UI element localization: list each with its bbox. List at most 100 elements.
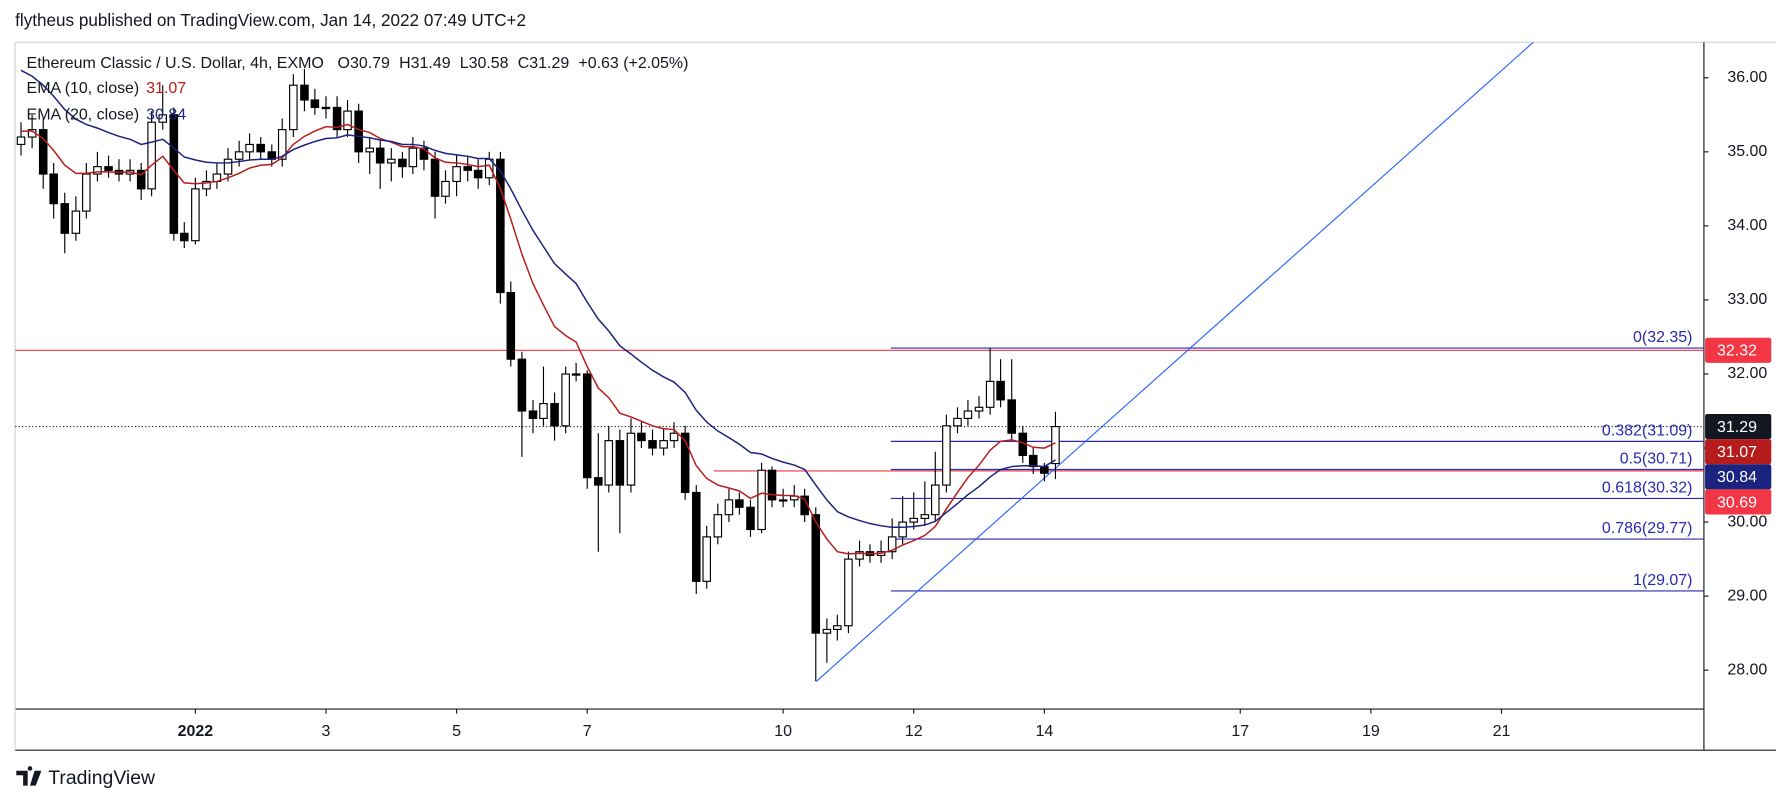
publish-header: flytheus published on TradingView.com, J… bbox=[15, 11, 526, 30]
candle-body bbox=[256, 143, 265, 153]
fib-label: 0.786(29.77) bbox=[1602, 520, 1693, 537]
candle-body bbox=[332, 106, 342, 131]
price-tag bbox=[1705, 464, 1772, 490]
candle-body bbox=[822, 628, 832, 634]
candle-body bbox=[942, 425, 951, 486]
candle-body bbox=[833, 625, 842, 631]
candle-body bbox=[1040, 465, 1049, 474]
candle-body bbox=[746, 506, 755, 531]
x-tick-label: 14 bbox=[1035, 723, 1053, 740]
candle-body bbox=[626, 432, 636, 486]
y-tick-label: 33.00 bbox=[1727, 291, 1767, 308]
symbol-name: Ethereum Classic / U.S. Dollar, 4h, EXMO bbox=[27, 55, 324, 72]
candle-body bbox=[594, 477, 603, 486]
candle-body bbox=[321, 106, 331, 110]
fib-label: 0(32.35) bbox=[1633, 329, 1692, 346]
candle-body bbox=[245, 143, 254, 153]
price-tag bbox=[1705, 489, 1772, 515]
candle-body bbox=[408, 147, 418, 168]
x-tick-label: 7 bbox=[583, 723, 592, 740]
candle-body bbox=[931, 484, 940, 516]
candle-body bbox=[473, 169, 483, 179]
candle-body bbox=[974, 406, 984, 412]
candle-body bbox=[354, 110, 363, 153]
candle-body bbox=[735, 499, 744, 508]
candle-body bbox=[963, 410, 973, 419]
candle-body bbox=[539, 403, 548, 419]
candle-body bbox=[506, 291, 516, 360]
y-tick-label: 35.00 bbox=[1727, 143, 1767, 160]
candle-body bbox=[659, 440, 668, 449]
y-tick-label: 32.00 bbox=[1727, 365, 1767, 382]
candle-body bbox=[223, 158, 233, 175]
candle-body bbox=[375, 147, 385, 164]
price-tag-label: 31.29 bbox=[1717, 419, 1757, 436]
price-tag-label: 30.69 bbox=[1717, 494, 1757, 511]
change-value: +0.63 (+2.05%) bbox=[578, 55, 688, 72]
legend-title: Ethereum Classic / U.S. Dollar, 4h, EXMO… bbox=[27, 55, 689, 72]
legend-value: 31.07 bbox=[146, 80, 186, 97]
candle-body bbox=[179, 232, 189, 242]
candle-body bbox=[419, 147, 429, 160]
candle-body bbox=[441, 180, 450, 197]
ohlc-value: 30.79 bbox=[350, 55, 390, 72]
candle-body bbox=[104, 166, 113, 171]
legend-name: EMA (10, close) bbox=[27, 80, 140, 97]
fib-label: 0.5(30.71) bbox=[1620, 450, 1693, 467]
y-tick-label: 29.00 bbox=[1727, 587, 1767, 604]
ohlc-letter: O bbox=[338, 55, 350, 72]
candle-body bbox=[811, 514, 821, 634]
candle-body bbox=[16, 136, 26, 146]
x-tick-label: 21 bbox=[1493, 723, 1511, 740]
legend-name: EMA (20, close) bbox=[27, 107, 140, 124]
y-tick-label: 28.00 bbox=[1727, 661, 1767, 678]
candle-body bbox=[996, 380, 1005, 401]
trendline bbox=[816, 42, 1535, 682]
candle-body bbox=[365, 147, 375, 153]
overlay: 28.0029.0030.0031.0032.0033.0034.0035.00… bbox=[27, 55, 1772, 740]
price-tag bbox=[1705, 439, 1772, 465]
legend-entry: EMA (10, close) 31.07 bbox=[27, 80, 187, 97]
y-tick-label: 30.00 bbox=[1727, 513, 1767, 530]
candle-body bbox=[582, 373, 592, 479]
fib-label: 1(29.07) bbox=[1633, 572, 1692, 589]
candle-body bbox=[343, 110, 352, 131]
x-tick-label: 3 bbox=[322, 723, 331, 740]
candle-body bbox=[953, 417, 962, 427]
price-tag-label: 30.84 bbox=[1717, 469, 1757, 486]
candle-body bbox=[517, 358, 527, 412]
candle-body bbox=[528, 410, 538, 419]
candle-body bbox=[398, 158, 407, 168]
candle-body bbox=[604, 440, 614, 486]
candle-body bbox=[669, 432, 679, 442]
candle-body bbox=[82, 173, 91, 212]
candle-body bbox=[648, 440, 657, 449]
candle-body bbox=[60, 203, 70, 234]
candle-body bbox=[158, 114, 168, 123]
candle-body bbox=[1051, 425, 1060, 465]
candle-body bbox=[93, 166, 102, 175]
logo-icon bbox=[16, 766, 42, 786]
candle-body bbox=[702, 536, 712, 582]
candle-body bbox=[844, 558, 853, 627]
price-tag-label: 31.07 bbox=[1717, 444, 1757, 461]
x-tick-label: 10 bbox=[774, 723, 792, 740]
candle-body bbox=[757, 469, 766, 531]
ema-line bbox=[20, 123, 1056, 555]
candle-body bbox=[1007, 399, 1016, 434]
price-tag bbox=[1705, 413, 1772, 440]
legend-entry: EMA (20, close) 30.84 bbox=[27, 107, 187, 124]
ohlc-value: 30.58 bbox=[469, 55, 509, 72]
candle-body bbox=[985, 380, 995, 408]
candle-body bbox=[887, 536, 897, 553]
candle-body bbox=[310, 99, 320, 108]
fib-label: 0.618(30.32) bbox=[1602, 479, 1693, 496]
plot-area bbox=[15, 42, 1704, 682]
candle-body bbox=[387, 158, 396, 164]
fib-label: 0.382(31.09) bbox=[1602, 422, 1693, 439]
candle-body bbox=[713, 514, 723, 538]
ohlc-letter: H bbox=[399, 55, 411, 72]
